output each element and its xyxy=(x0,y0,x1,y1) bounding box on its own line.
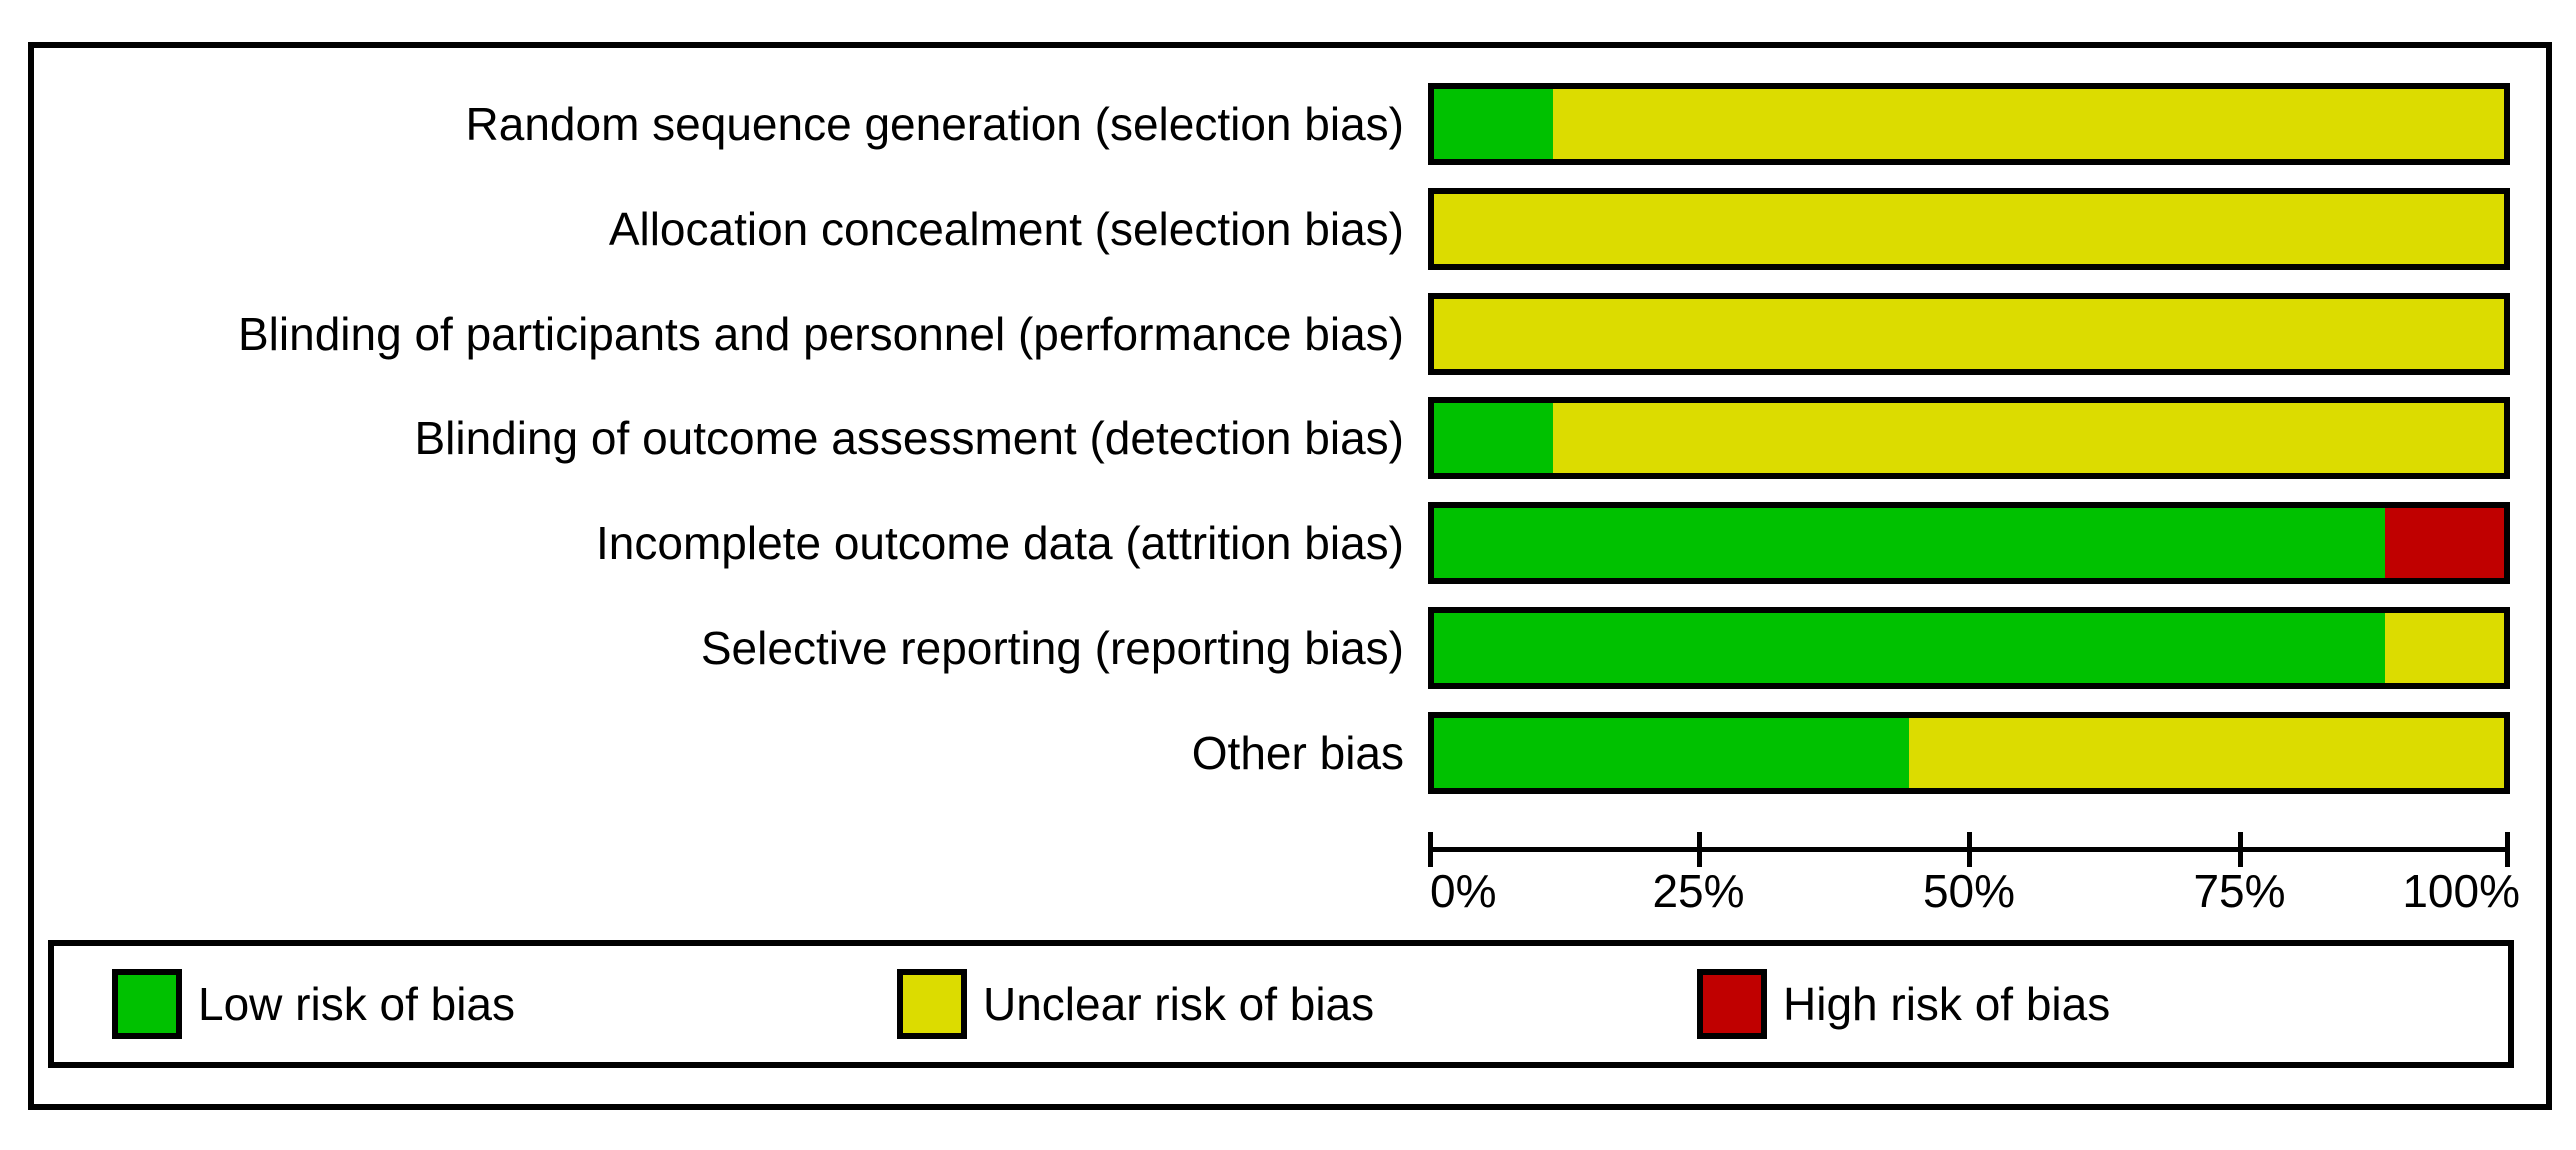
chart-row: Incomplete outcome data (attrition bias) xyxy=(34,502,2546,585)
row-label: Allocation concealment (selection bias) xyxy=(608,202,1404,255)
bar-segment-unclear-risk-of-bias xyxy=(1552,403,2504,474)
bar-segment-low-risk-of-bias xyxy=(1434,403,1553,474)
bar-segment-low-risk-of-bias xyxy=(1434,89,1553,159)
x-axis-tick-label: 100% xyxy=(2402,865,2520,917)
chart-row: Blinding of outcome assessment (detectio… xyxy=(34,397,2546,480)
bar-segment-unclear-risk-of-bias xyxy=(1434,298,2504,369)
bar-segment-low-risk-of-bias xyxy=(1434,717,1910,788)
bar xyxy=(1428,397,2510,480)
bar xyxy=(1428,502,2510,585)
row-label: Random sequence generation (selection bi… xyxy=(465,98,1404,150)
row-label: Blinding of participants and personnel (… xyxy=(238,307,1404,360)
row-label: Blinding of outcome assessment (detectio… xyxy=(414,412,1404,465)
x-axis-tick xyxy=(1428,832,1433,867)
legend-label: Low risk of bias xyxy=(198,978,516,1030)
x-axis-tick xyxy=(2505,832,2510,867)
risk-of-bias-graph-frame: Random sequence generation (selection bi… xyxy=(28,42,2552,1110)
chart-row: Selective reporting (reporting bias) xyxy=(34,607,2546,689)
bar xyxy=(1428,83,2510,165)
low-risk-of-bias-swatch xyxy=(112,969,182,1039)
bar-segment-low-risk-of-bias xyxy=(1434,613,2386,683)
bar xyxy=(1428,187,2510,270)
x-axis-tick-label: 25% xyxy=(1652,865,1745,917)
legend: Low risk of bias Unclear risk of bias High… xyxy=(48,940,2514,1068)
bar-segment-low-risk-of-bias xyxy=(1434,508,2386,579)
chart-row: Allocation concealment (selection bias) xyxy=(34,187,2546,270)
row-label: Other bias xyxy=(1191,726,1404,779)
chart-row: Blinding of participants and personnel (… xyxy=(34,292,2546,375)
x-axis-tick xyxy=(1696,832,1702,867)
x-axis: 0% 25% 50% 75% 100% xyxy=(1428,832,2520,952)
bar-segment-unclear-risk-of-bias xyxy=(1434,193,2504,264)
bar xyxy=(1428,607,2510,689)
legend-label: High risk of bias xyxy=(1783,978,2111,1030)
row-label: Incomplete outcome data (attrition bias) xyxy=(596,517,1404,570)
bar-segment-unclear-risk-of-bias xyxy=(1909,717,2504,788)
legend-label: Unclear risk of bias xyxy=(983,978,1375,1030)
row-label: Selective reporting (reporting bias) xyxy=(700,622,1404,674)
x-axis-tick xyxy=(2237,832,2243,867)
x-axis-tick xyxy=(1967,832,1972,867)
bar-segment-high-risk-of-bias xyxy=(2385,508,2504,579)
unclear-risk-of-bias-swatch xyxy=(897,969,967,1039)
x-axis-tick-label: 0% xyxy=(1430,865,1497,917)
x-axis-tick-label: 75% xyxy=(2193,865,2286,917)
bar xyxy=(1428,292,2510,375)
chart-row: Other bias xyxy=(34,711,2546,794)
bar xyxy=(1428,711,2510,794)
high-risk-of-bias-swatch xyxy=(1697,969,1767,1039)
bar-segment-unclear-risk-of-bias xyxy=(2385,613,2504,683)
chart-row: Random sequence generation (selection bi… xyxy=(34,83,2546,165)
bar-segment-unclear-risk-of-bias xyxy=(1552,89,2504,159)
x-axis-tick-label: 50% xyxy=(1922,865,2016,917)
chart-rows: Random sequence generation (selection bi… xyxy=(34,48,2546,1104)
